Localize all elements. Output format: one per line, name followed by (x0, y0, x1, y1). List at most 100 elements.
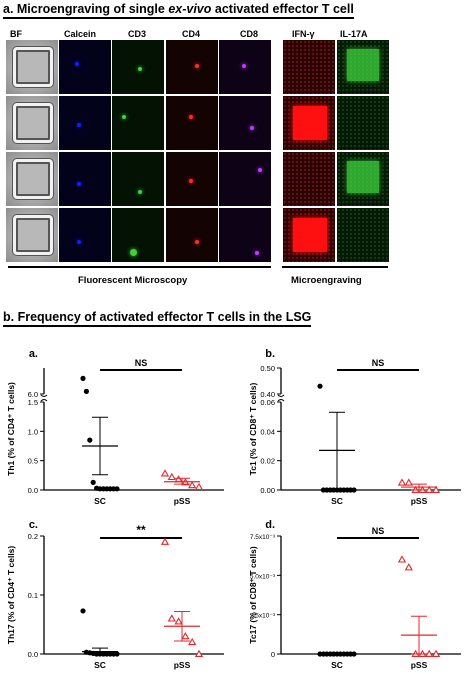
microwell-outline (13, 159, 53, 199)
image-cell-cd3 (112, 40, 164, 94)
image-cell-il17 (337, 208, 389, 262)
column-header-3: CD4 (182, 29, 201, 39)
cd3-signal-dot (122, 115, 126, 119)
sc-data-point (334, 651, 340, 657)
calcein-signal-dot (75, 62, 79, 66)
panel-label: b. (265, 348, 275, 360)
section-a-title-suffix: activated effector T cell (211, 2, 354, 16)
microengraving-bracket-line (282, 266, 388, 268)
pss-data-point (181, 478, 190, 486)
cd3-signal-dot (138, 190, 142, 194)
sc-data-point (80, 375, 86, 381)
y-tick-label: 0.00 (260, 486, 275, 495)
pss-data-point (431, 485, 441, 493)
image-cell-bf (6, 152, 58, 206)
image-cell-cd4 (166, 96, 218, 150)
sc-data-point (337, 487, 343, 493)
section-b-underline (3, 325, 312, 327)
ifn-spot (293, 106, 327, 140)
pss-data-point (411, 649, 420, 657)
cd8-signal-dot (255, 251, 259, 255)
column-header-0: BF (10, 29, 22, 39)
pss-data-point (397, 555, 407, 563)
column-header-5: IFN-γ (292, 29, 315, 39)
y-tick-label: 0.0 (28, 486, 38, 495)
sc-data-point (100, 486, 106, 492)
axis-break-marks (40, 394, 48, 402)
image-cell-il17 (337, 40, 389, 94)
y-tick-label: 0.04 (260, 427, 275, 436)
sc-data-point (111, 486, 117, 492)
pss-data-point (160, 469, 170, 477)
calcein-signal-dot (77, 182, 81, 186)
sc-data-point (111, 651, 117, 657)
cd4-signal-dot (195, 240, 199, 244)
sc-data-point (351, 651, 357, 657)
sc-data-point (320, 487, 326, 493)
significance-label: ** (136, 523, 146, 537)
sc-data-point (351, 487, 357, 493)
sc-data-point (327, 651, 333, 657)
sc-data-point (83, 388, 89, 394)
y-tick-label: 0.0 (28, 650, 38, 659)
sc-data-point (90, 479, 96, 485)
panel-label: d. (265, 519, 275, 531)
pss-data-point (194, 649, 204, 657)
sc-data-point (341, 487, 347, 493)
panel-label: c. (29, 519, 38, 531)
axis-break-marks (277, 394, 285, 402)
sc-data-point (94, 651, 100, 657)
sc-data-point (317, 383, 323, 389)
pss-data-point (167, 472, 176, 481)
panel-label: a. (29, 348, 38, 360)
y-tick-label: 7.5x10⁻³ (250, 534, 276, 541)
x-tick-label: pSS (411, 660, 428, 670)
section-b-title: b. Frequency of activated effector T cel… (3, 310, 312, 327)
pss-data-point (194, 482, 204, 491)
y-tick-label: 1.0 (28, 427, 38, 436)
y-tick-label: 0.02 (260, 457, 275, 466)
sc-data-point (90, 650, 96, 657)
sc-data-point (104, 651, 110, 657)
sc-data-point (107, 486, 113, 492)
pss-data-point (174, 617, 183, 625)
sc-data-point (348, 651, 354, 657)
y-tick-label: 0.1 (28, 591, 38, 600)
il17-spot (347, 49, 379, 81)
pss-data-point (174, 475, 183, 483)
sc-data-point (337, 651, 343, 657)
pss-data-point (188, 637, 197, 646)
sc-data-point (80, 608, 86, 614)
image-cell-bf (6, 40, 58, 94)
sc-data-point (87, 437, 93, 443)
x-tick-label: pSS (174, 496, 191, 506)
y-tick-label: 1.5 (28, 398, 38, 407)
image-cell-cd8 (219, 152, 271, 206)
sc-data-point (341, 651, 347, 657)
x-tick-label: pSS (174, 660, 191, 670)
image-cell-calcein (59, 152, 111, 206)
x-tick-label: SC (94, 496, 106, 506)
sc-data-point (114, 486, 120, 492)
section-a-title-italic: ex-vivo (168, 2, 212, 16)
y-tick-label: 0.40 (260, 390, 275, 399)
cd4-signal-dot (195, 64, 199, 68)
sc-data-point (344, 487, 350, 493)
image-cell-cd3 (112, 152, 164, 206)
x-tick-label: pSS (411, 496, 428, 506)
significance-label: NS (135, 358, 148, 368)
pss-data-point (167, 614, 176, 622)
calcein-signal-dot (77, 123, 81, 127)
column-header-6: IL-17A (340, 29, 368, 39)
column-header-4: CD8 (240, 29, 259, 39)
image-cell-il17 (337, 96, 389, 150)
image-cell-cd4 (166, 152, 218, 206)
fluorescent-bracket-line (8, 266, 271, 268)
significance-label: NS (372, 358, 385, 368)
sc-data-point (317, 651, 323, 657)
x-tick-label: SC (331, 660, 343, 670)
image-cell-calcein (59, 208, 111, 262)
cd3-signal-dot (130, 249, 137, 256)
image-cell-cd3 (112, 96, 164, 150)
cd4-signal-dot (189, 115, 193, 119)
